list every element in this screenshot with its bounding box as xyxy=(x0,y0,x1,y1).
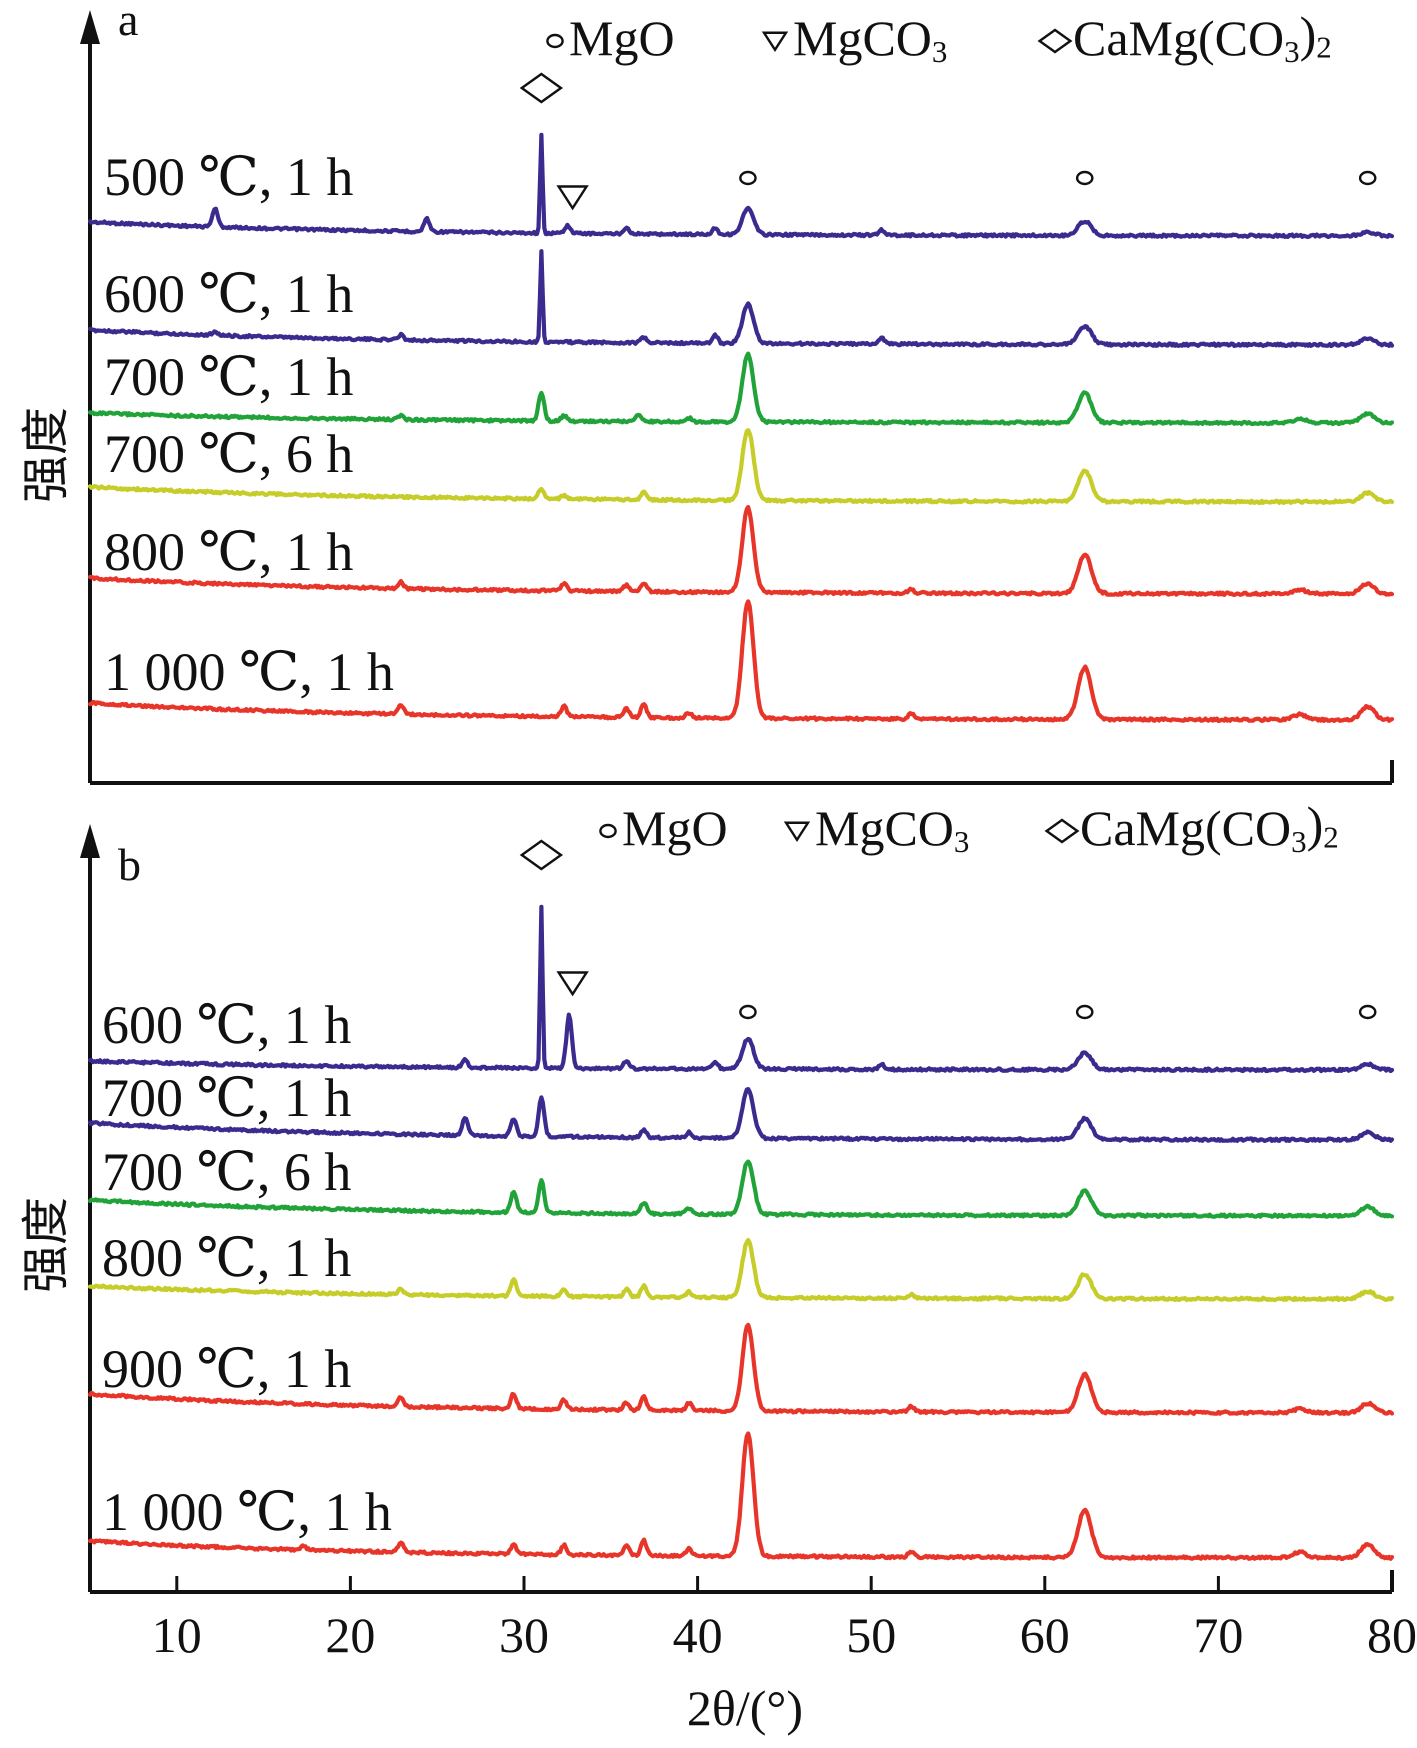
x-axis-label: 2θ/(°) xyxy=(687,1680,803,1736)
trace-5 xyxy=(87,505,1395,597)
panel-a: a 强度 MgO MgCO3​ CaMg(CO3​)2​ 500 ℃, 1 h 600… xyxy=(18,0,1395,785)
trace-2 xyxy=(87,1087,1395,1143)
legend-marker-mgo xyxy=(599,823,617,839)
legend-marker-mgco3 xyxy=(783,821,811,843)
trace-1 xyxy=(87,904,1395,1074)
legend-label-camg-co3-2: CaMg(CO3​)2​ xyxy=(1080,796,1339,859)
panel-a-series-labels: 500 ℃, 1 h 600 ℃, 1 h 700 ℃, 1 h 700 ℃, 6 h… xyxy=(104,147,394,702)
series-label-5: 900 ℃, 1 h xyxy=(102,1339,351,1399)
peak-marker-circle-2 xyxy=(739,1004,757,1020)
peak-marker-circle-3 xyxy=(1075,1004,1094,1020)
legend-label-mgo: MgO xyxy=(622,800,728,856)
trace-2 xyxy=(87,249,1395,349)
series-label-3: 700 ℃, 6 h xyxy=(102,1142,351,1202)
legend-marker-camg-co3-2 xyxy=(1037,28,1073,54)
series-label-2: 700 ℃, 1 h xyxy=(102,1068,351,1128)
legend-marker-camg-co3-2 xyxy=(1044,818,1080,844)
peak-marker-diamond-0 xyxy=(519,72,564,104)
x-tick-label-10: 10 xyxy=(152,1607,202,1663)
trace-6 xyxy=(87,599,1395,723)
series-label-4: 700 ℃, 6 h xyxy=(104,424,353,484)
x-tick-label-20: 20 xyxy=(325,1607,375,1663)
legend-label-mgco3: MgCO3​ xyxy=(815,800,969,859)
series-label-6: 1 000 ℃, 1 h xyxy=(104,642,394,702)
trace-5 xyxy=(87,1322,1395,1416)
series-label-4: 800 ℃, 1 h xyxy=(102,1228,351,1288)
peak-marker-diamond-0 xyxy=(519,839,564,871)
panel-a-y-axis-arrow xyxy=(80,10,100,44)
peak-marker-circle-4 xyxy=(1358,1004,1377,1020)
panel-a-peak-markers xyxy=(519,72,1377,211)
peak-marker-circle-4 xyxy=(1358,170,1377,186)
trace-4 xyxy=(87,428,1395,505)
trace-4 xyxy=(87,1237,1395,1303)
legend-label-mgo: MgO xyxy=(569,10,675,66)
panel-b-letter: b xyxy=(118,839,141,890)
legend-marker-mgco3 xyxy=(761,31,789,53)
series-label-5: 800 ℃, 1 h xyxy=(104,522,353,582)
x-tick-label-60: 60 xyxy=(1020,1607,1070,1663)
panel-b-legend: MgO MgCO3​ CaMg(CO3​)2​ xyxy=(599,796,1339,859)
series-label-6: 1 000 ℃, 1 h xyxy=(102,1482,392,1542)
series-label-2: 600 ℃, 1 h xyxy=(104,264,353,324)
x-tick-label-50: 50 xyxy=(846,1607,896,1663)
panel-b-x-ticks: 10 20 30 40 50 60 70 80 xyxy=(152,1576,1417,1663)
panel-b-series-labels: 600 ℃, 1 h 700 ℃, 1 h 700 ℃, 6 h 800 ℃, 1 h… xyxy=(102,995,392,1542)
peak-marker-triangle-down-1 xyxy=(556,185,589,211)
trace-6 xyxy=(87,1431,1395,1561)
panel-a-ylabel: 强度 xyxy=(18,407,74,503)
peak-marker-circle-3 xyxy=(1075,170,1094,186)
series-label-1: 600 ℃, 1 h xyxy=(102,995,351,1055)
x-tick-label-40: 40 xyxy=(673,1607,723,1663)
panel-a-traces xyxy=(87,132,1395,723)
legend-label-mgco3: MgCO3​ xyxy=(793,10,947,69)
legend-label-camg-co3-2: CaMg(CO3​)2​ xyxy=(1073,6,1332,69)
panel-b-traces xyxy=(87,904,1395,1561)
trace-3 xyxy=(87,351,1395,427)
series-label-3: 700 ℃, 1 h xyxy=(104,347,353,407)
trace-1 xyxy=(87,132,1395,240)
x-tick-label-80: 80 xyxy=(1367,1607,1417,1663)
panel-b-peak-markers xyxy=(519,839,1377,1020)
trace-3 xyxy=(87,1159,1395,1219)
x-tick-label-70: 70 xyxy=(1193,1607,1243,1663)
x-tick-label-30: 30 xyxy=(499,1607,549,1663)
panel-b: b 强度 MgO MgCO3​ CaMg(CO3​)2​ 600 ℃, 1 h 700… xyxy=(18,796,1417,1736)
panel-a-letter: a xyxy=(118,0,138,45)
panel-b-y-axis-arrow xyxy=(80,824,100,858)
peak-marker-circle-2 xyxy=(739,170,757,186)
peak-marker-triangle-down-1 xyxy=(556,971,589,997)
panel-a-legend: MgO MgCO3​ CaMg(CO3​)2​ xyxy=(546,6,1332,69)
series-label-1: 500 ℃, 1 h xyxy=(104,147,353,207)
panel-b-ylabel: 强度 xyxy=(18,1197,74,1293)
legend-marker-mgo xyxy=(546,33,564,49)
